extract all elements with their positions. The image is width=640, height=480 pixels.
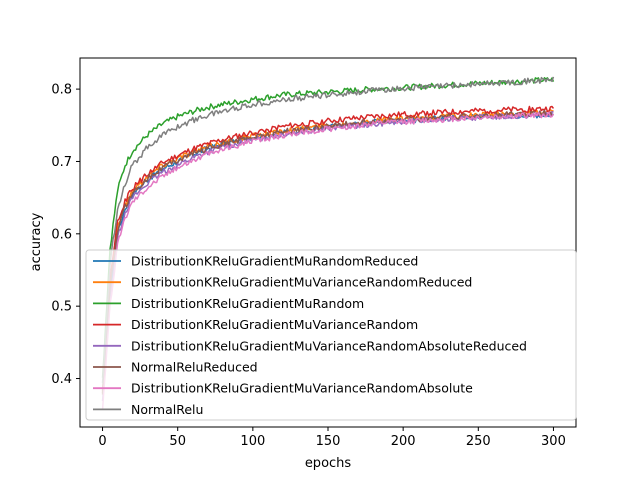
y-tick-label: 0.6 bbox=[51, 227, 72, 242]
legend-label: DistributionKReluGradientMuVarianceRando… bbox=[131, 338, 527, 353]
x-tick-label: 150 bbox=[316, 434, 341, 449]
y-tick-label: 0.5 bbox=[51, 300, 72, 315]
x-axis-label: epochs bbox=[305, 456, 352, 471]
x-tick-label: 100 bbox=[240, 434, 265, 449]
legend-label: NormalReluReduced bbox=[131, 360, 258, 375]
x-tick-label: 300 bbox=[541, 434, 566, 449]
y-axis-label: accuracy bbox=[29, 212, 44, 271]
y-tick-label: 0.8 bbox=[51, 83, 72, 98]
series-line-8 bbox=[101, 76, 555, 384]
x-tick-label: 250 bbox=[466, 434, 491, 449]
legend-label: DistributionKReluGradientMuVarianceRando… bbox=[131, 381, 473, 396]
x-tick-label: 200 bbox=[391, 434, 416, 449]
y-tick-label: 0.7 bbox=[51, 155, 72, 170]
y-tick-label: 0.4 bbox=[51, 372, 72, 387]
series-layer bbox=[101, 76, 555, 410]
legend-label: DistributionKReluGradientMuRandomReduced bbox=[131, 254, 418, 269]
legend-label: DistributionKReluGradientMuVarianceRando… bbox=[131, 317, 418, 332]
x-tick-label: 50 bbox=[169, 434, 186, 449]
legend: DistributionKReluGradientMuRandomReduced… bbox=[85, 249, 577, 421]
legend-label: NormalRelu bbox=[131, 402, 203, 417]
legend-label: DistributionKReluGradientMuVarianceRando… bbox=[131, 275, 472, 290]
x-tick-label: 0 bbox=[98, 434, 106, 449]
series-line-6 bbox=[101, 109, 554, 395]
legend-box bbox=[85, 249, 577, 421]
series-line-4 bbox=[101, 105, 555, 394]
legend-label: DistributionKReluGradientMuRandom bbox=[131, 296, 364, 311]
ticks-layer: 0 50 100 150 200 250 300 0.4 0.5 0.6 0.7 0.8 bbox=[51, 83, 566, 449]
series-line-7 bbox=[101, 111, 555, 410]
